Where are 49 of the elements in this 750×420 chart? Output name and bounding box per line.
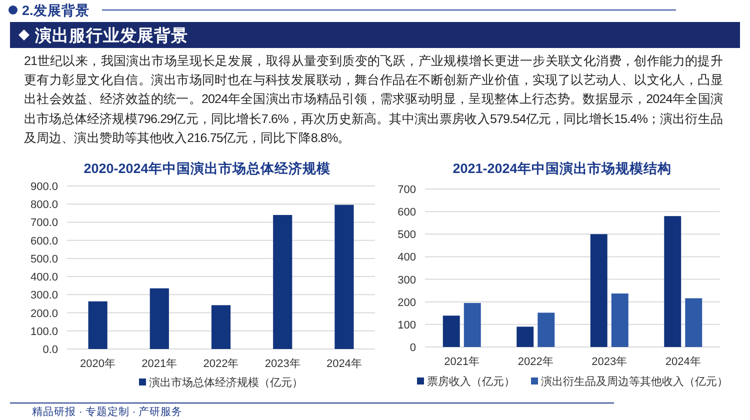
y-tick-label: 100 <box>398 319 416 332</box>
legend-label: 演出衍生品及周边等其他收入（亿元） <box>541 375 728 388</box>
x-tick-label: 2024年 <box>326 358 362 370</box>
y-tick-label: 100.0 <box>30 326 58 338</box>
bar <box>685 298 702 347</box>
y-tick-label: 700.0 <box>30 217 58 230</box>
x-tick-label: 2022年 <box>203 358 239 370</box>
x-tick-label: 2022年 <box>518 356 554 368</box>
bar <box>611 294 628 347</box>
bar <box>150 288 169 349</box>
y-tick-label: 0 <box>410 342 416 354</box>
bar <box>516 326 534 347</box>
x-tick-label: 2023年 <box>592 356 628 368</box>
chart-title: 2021-2024年中国演出市场规模结构 <box>452 160 672 176</box>
y-tick-label: 600.0 <box>30 235 58 248</box>
y-tick-label: 900.0 <box>30 181 58 193</box>
y-tick-label: 200 <box>398 296 416 309</box>
bar <box>273 214 292 349</box>
legend-label: 演出市场总体经济规模（亿元） <box>149 376 303 389</box>
x-tick-label: 2023年 <box>264 358 300 370</box>
y-tick-label: 300.0 <box>30 290 58 302</box>
legend-label: 票房收入（亿元） <box>427 375 515 388</box>
y-tick-label: 300 <box>398 274 416 286</box>
y-tick-label: 800.0 <box>30 199 58 212</box>
x-tick-label: 2024年 <box>665 356 701 368</box>
chart-title: 2020-2024年中国演出市场总体经济规模 <box>84 160 332 176</box>
y-tick-label: 700 <box>398 184 416 196</box>
x-tick-label: 2021年 <box>142 358 178 370</box>
text: 2.发展背景 <box>22 3 90 18</box>
bar <box>538 312 555 347</box>
bar <box>334 204 354 349</box>
bar <box>88 301 108 349</box>
y-tick-label: 500 <box>398 229 416 242</box>
bar <box>211 305 231 349</box>
y-tick-label: 0.0 <box>42 344 58 356</box>
text: 演出服行业发展背景 <box>34 26 188 45</box>
bar <box>590 234 608 347</box>
y-tick-label: 600 <box>398 206 416 219</box>
y-tick-label: 200.0 <box>30 308 58 320</box>
x-tick-label: 2020年 <box>80 358 116 370</box>
y-tick-label: 500.0 <box>30 253 58 266</box>
text: 21世纪以来，我国演出市场呈现长足发展，取得从量变到质变的飞跃，产业规模增长更进一步关联文化消费，创作能力的提升更有力彰显文化自信。演出市场同时也在与科技发展联动，舞台作品在不断创新产业价值，实现了以艺动人、以文化人，凸显出社会效益、经济效益的统一。2024年全国演出市场精品引领，需求驱动明显，呈现整体上行态势。数据显示，2024年全国演出市场总体经济规模796.29亿元，同比增长7.6%，再次历史新高。其中演出票房收入579.54亿元，同比增长15.4%；演出衍生品及周边、演出赞助等其他收入216.75亿元，同比下降8.8%。 <box>24 53 723 147</box>
y-tick-label: 400.0 <box>30 272 58 284</box>
text: 精品研报 · 专题定制 · 产研服务 <box>32 405 183 418</box>
y-tick-label: 400 <box>398 252 416 264</box>
bar <box>664 216 682 347</box>
bar <box>442 316 460 347</box>
x-tick-label: 2021年 <box>444 356 480 368</box>
bar <box>464 302 481 347</box>
